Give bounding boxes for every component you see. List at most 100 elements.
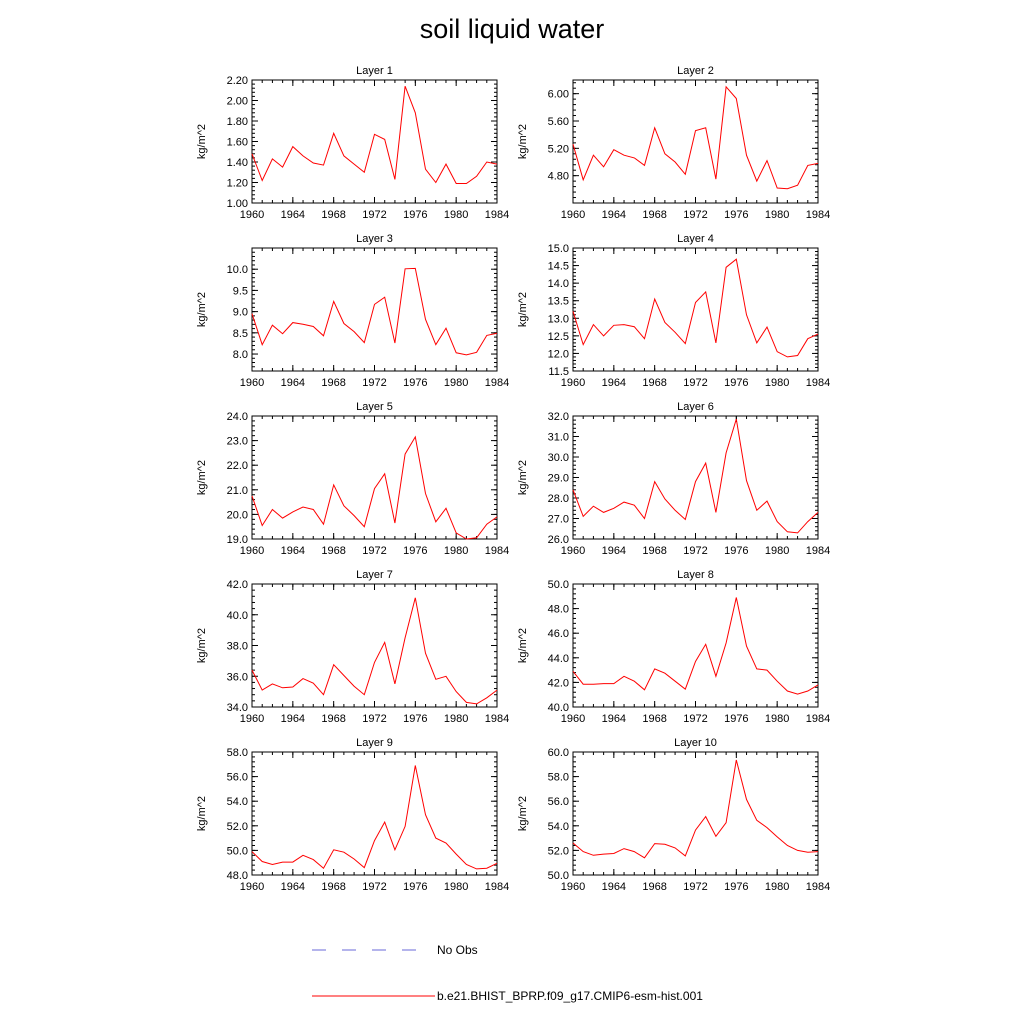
x-tick-label: 1980 [444,377,468,389]
x-tick-label: 1968 [642,545,666,557]
series-line [251,765,498,870]
y-tick-label: 42.0 [548,677,569,689]
x-tick-label: 1976 [403,377,427,389]
y-tick-label: 5.20 [548,143,569,155]
series-line [251,435,498,540]
x-tick-label: 1980 [444,713,468,725]
x-tick-label: 1984 [806,881,830,893]
x-tick-label: 1984 [806,209,830,221]
y-tick-label: 38.0 [227,641,248,653]
x-tick-label: 1980 [444,881,468,893]
y-tick-label: 21.0 [227,485,248,497]
x-tick-label: 1972 [362,713,386,725]
x-tick-label: 1968 [321,377,345,389]
series-line [251,597,498,705]
y-tick-label: 20.0 [227,509,248,521]
y-axis-label: kg/m^2 [517,628,529,663]
series-line [251,267,498,356]
x-tick-label: 1960 [240,545,264,557]
plot-frame [251,751,498,876]
y-tick-label: 1.80 [227,116,248,128]
y-tick-label: 11.5 [548,366,569,378]
x-tick-label: 1960 [240,881,264,893]
chart-layer-2: Layer 2 kg/m^2 1960 1964 1968 1972 1976 1980 198… [517,65,830,221]
series-line [572,85,819,190]
x-tick-label: 1972 [362,545,386,557]
y-tick-label: 1.40 [227,157,248,169]
y-tick-label: 54.0 [227,796,248,808]
x-tick-label: 1980 [444,209,468,221]
y-axis-label: kg/m^2 [196,796,208,831]
series-line [572,597,819,695]
y-tick-label: 46.0 [548,628,569,640]
plot-frame [251,247,498,372]
x-tick-label: 1964 [602,209,626,221]
legend-swatch-model [312,995,435,997]
y-tick-label: 2.20 [227,75,248,87]
y-tick-label: 13.5 [548,296,569,308]
chart-title: Layer 5 [356,401,393,413]
y-tick-label: 12.5 [548,331,569,343]
y-tick-label: 50.0 [227,845,248,857]
x-tick-label: 1984 [485,713,509,725]
y-axis-label: kg/m^2 [196,460,208,495]
x-tick-label: 1964 [281,377,305,389]
y-tick-label: 40.0 [227,610,248,622]
legend-label-no-obs: No Obs [437,943,478,957]
x-tick-label: 1964 [281,713,305,725]
y-tick-label: 10.0 [227,264,248,276]
y-axis-label: kg/m^2 [196,292,208,327]
y-tick-label: 48.0 [227,870,248,882]
x-tick-label: 1968 [642,713,666,725]
y-axis-label: kg/m^2 [517,292,529,327]
x-tick-label: 1964 [602,881,626,893]
chart-title: Layer 2 [677,65,714,77]
x-tick-label: 1964 [602,713,626,725]
x-tick-label: 1964 [602,377,626,389]
chart-layer-8: Layer 8 kg/m^2 1960 1964 1968 1972 1976 1980 198… [517,569,830,725]
y-tick-label: 56.0 [548,796,569,808]
y-axis-label: kg/m^2 [517,124,529,159]
y-tick-label: 50.0 [548,870,569,882]
x-tick-label: 1960 [240,377,264,389]
chart-layer-4: Layer 4 kg/m^2 1960 1964 1968 1972 1976 1980 198… [517,233,830,389]
y-tick-label: 6.00 [548,89,569,101]
x-tick-label: 1976 [403,209,427,221]
chart-title: Layer 3 [356,233,393,245]
series-line [572,759,819,859]
plot-frame [572,415,819,540]
y-tick-label: 1.20 [227,178,248,190]
x-tick-label: 1976 [724,713,748,725]
y-axis-label: kg/m^2 [517,460,529,495]
chart-layer-10: Layer 10 kg/m^2 1960 1964 1968 1972 1976 1980 19… [517,737,830,893]
x-tick-label: 1968 [321,209,345,221]
x-tick-label: 1984 [485,209,509,221]
y-tick-label: 2.00 [227,96,248,108]
chart-title: Layer 10 [674,737,717,749]
y-tick-label: 19.0 [227,534,248,546]
y-tick-label: 31.0 [548,432,569,444]
y-tick-label: 14.5 [548,261,569,273]
chart-title: Layer 6 [677,401,714,413]
chart-layer-5: Layer 5 kg/m^2 1960 1964 1968 1972 1976 1980 198… [196,401,509,557]
y-axis-label: kg/m^2 [196,124,208,159]
y-tick-label: 24.0 [227,411,248,423]
y-tick-label: 34.0 [227,702,248,714]
x-tick-label: 1984 [485,377,509,389]
x-tick-label: 1972 [683,377,707,389]
y-tick-label: 26.0 [548,534,569,546]
x-tick-label: 1972 [362,377,386,389]
x-tick-label: 1976 [724,209,748,221]
x-tick-label: 1968 [321,881,345,893]
x-tick-label: 1984 [485,881,509,893]
x-tick-label: 1976 [724,377,748,389]
x-tick-label: 1960 [561,881,585,893]
y-tick-label: 36.0 [227,671,248,683]
chart-title: Layer 7 [356,569,393,581]
chart-layer-7: Layer 7 kg/m^2 1960 1964 1968 1972 1976 1980 198… [196,569,509,725]
plot-frame [572,751,819,876]
x-tick-label: 1976 [724,545,748,557]
y-axis-label: kg/m^2 [517,796,529,831]
y-tick-label: 9.5 [233,285,248,297]
